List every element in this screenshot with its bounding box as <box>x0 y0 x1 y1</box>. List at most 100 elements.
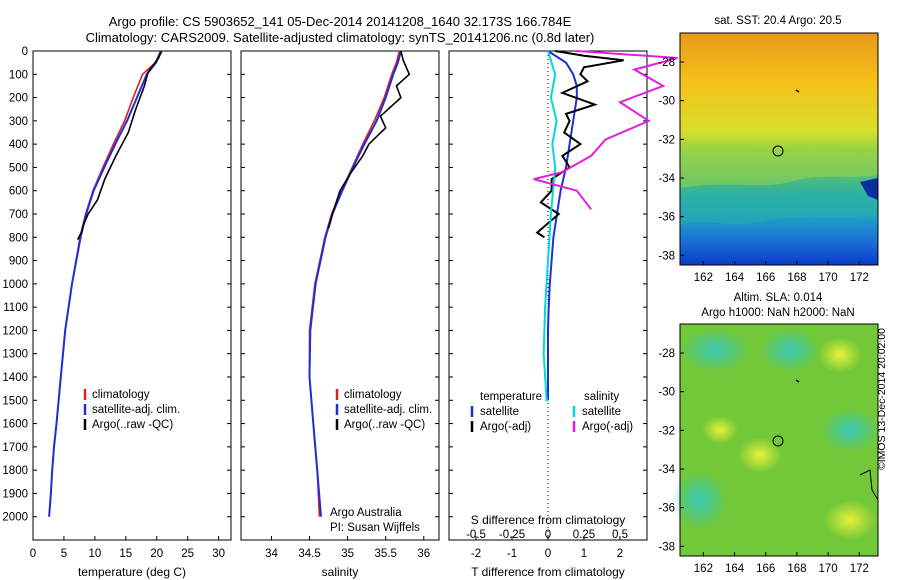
argo-australia-label: Argo Australia <box>330 507 402 519</box>
legend-label: climatology <box>92 389 150 401</box>
temperature-xlabel: temperature (deg C) <box>78 565 186 579</box>
sst-map-title: sat. SST: 20.4 Argo: 20.5 <box>714 15 841 27</box>
y-tick-label: 1600 <box>2 419 28 431</box>
map-x-tick-label: 170 <box>819 272 838 284</box>
x-tick-label: 34 <box>265 548 278 560</box>
x-tick-label: 30 <box>212 548 225 560</box>
salinity-plot-frame <box>240 50 440 541</box>
series-line-1 <box>308 50 402 517</box>
map-x-tick-label: 166 <box>756 272 775 284</box>
x-tick-label: 15 <box>119 548 132 560</box>
coastline-sla <box>859 469 879 501</box>
figure-title-line1: Argo profile: CS 5903652_141 05-Dec-2014… <box>109 14 572 29</box>
map-x-tick-label: 164 <box>725 563 745 575</box>
map-y-tick-label: -30 <box>658 96 675 108</box>
x2-tick-label: -0.25 <box>499 529 525 541</box>
map-x-tick-label: 170 <box>819 563 838 575</box>
s-difference-xlabel: S difference from climatology <box>471 513 626 527</box>
island-mark-sst <box>795 89 800 93</box>
map-x-tick-label: 168 <box>787 272 806 284</box>
figure-title-line2: Climatology: CARS2009. Satellite-adjuste… <box>86 30 595 45</box>
legend-label: Argo(..raw -QC) <box>92 419 173 431</box>
argo-position-marker-sla <box>772 435 784 447</box>
y-tick-label: 1400 <box>2 372 28 384</box>
island-mark-sla <box>795 379 800 383</box>
map-y-tick-label: -38 <box>658 541 675 553</box>
legend-label: Argo(-adj) <box>480 421 531 433</box>
map-x-tick-label: 162 <box>694 563 713 575</box>
x2-tick-label: -0.5 <box>466 529 486 541</box>
series-line-2 <box>327 50 411 229</box>
map-y-tick-label: -34 <box>658 173 675 185</box>
y-tick-label: 200 <box>9 93 28 105</box>
sla-map-panel: Altim. SLA: 0.014 Argo h1000: NaN h2000:… <box>658 292 880 575</box>
x-tick-label: 35 <box>341 548 354 560</box>
salinity-panel: 34 34.5 35 35.5 36 climatology satellite-adj.… <box>240 50 440 579</box>
sst-map-panel: sat. SST: 20.4 Argo: 20.5 162 164 166 168 17… <box>658 15 879 284</box>
y-tick-label: 1900 <box>2 488 28 500</box>
map-x-tick-label: 168 <box>787 563 806 575</box>
sst-map-frame <box>679 32 879 266</box>
y-tick-label: 1200 <box>2 325 28 337</box>
x-tick-label: -2 <box>471 548 481 560</box>
map-y-tick-label: -30 <box>658 387 675 399</box>
legend-label: salinity <box>584 391 619 403</box>
x-tick-label: 20 <box>150 548 163 560</box>
x2-tick-label: 0.25 <box>573 529 595 541</box>
sla-map-title2: Argo h1000: NaN h2000: NaN <box>701 307 854 319</box>
argo-position-marker-sst <box>772 145 784 157</box>
sla-map-frame <box>679 323 879 557</box>
t-difference-xlabel: T difference from climatology <box>471 565 625 579</box>
y-tick-label: 700 <box>9 209 28 221</box>
legend-label: climatology <box>344 389 402 401</box>
map-x-tick-label: 164 <box>725 272 745 284</box>
salinity-xlabel: salinity <box>322 565 359 579</box>
x-tick-label: 0 <box>545 548 551 560</box>
map-x-tick-label: 172 <box>850 272 869 284</box>
y-tick-label: 400 <box>9 139 28 151</box>
pi-label: PI: Susan Wijffels <box>330 522 420 534</box>
y-tick-label: 1500 <box>2 395 28 407</box>
x-tick-label: 35.5 <box>374 548 396 560</box>
y-tick-label: 1800 <box>2 465 28 477</box>
y-tick-label: 1000 <box>2 279 28 291</box>
map-x-tick-label: 162 <box>694 272 713 284</box>
y-tick-label: 1300 <box>2 349 28 361</box>
map-y-tick-label: -28 <box>658 348 675 360</box>
imos-credit: ©IMOS 13-Dec-2014 20:02:00 <box>876 328 888 470</box>
legend-label: satellite <box>582 406 621 418</box>
legend-label: satellite <box>480 406 519 418</box>
y-tick-label: 100 <box>9 69 28 81</box>
y-tick-label: 300 <box>9 116 28 128</box>
difference-panel: -2 -1 0 1 2 -0.5 -0.25 0 0.25 0.5 temperature sate… <box>448 50 678 579</box>
y-tick-label: 900 <box>9 256 28 268</box>
temperature-panel: 0 5 10 15 20 25 300100200300400500600700800900… <box>2 46 232 579</box>
map-y-tick-label: -36 <box>658 212 675 224</box>
x-tick-label: 10 <box>88 548 101 560</box>
x-tick-label: 25 <box>181 548 194 560</box>
series-line-2 <box>76 50 163 240</box>
legend-label: satellite-adj. clim. <box>92 404 180 416</box>
x-tick-label: 0 <box>30 548 36 560</box>
series-line-2 <box>542 50 558 402</box>
y-tick-label: 0 <box>22 46 28 58</box>
x-tick-label: 2 <box>617 548 623 560</box>
x-tick-label: -1 <box>507 548 517 560</box>
legend-label: Argo(..raw -QC) <box>344 419 425 431</box>
y-tick-label: 1700 <box>2 442 28 454</box>
map-x-tick-label: 166 <box>756 563 775 575</box>
series-line-3 <box>533 50 678 210</box>
x2-tick-label: 0.5 <box>612 529 628 541</box>
x-tick-label: 34.5 <box>298 548 320 560</box>
y-tick-label: 600 <box>9 186 28 198</box>
y-tick-label: 500 <box>9 162 28 174</box>
map-y-tick-label: -38 <box>658 250 675 262</box>
map-x-tick-label: 172 <box>850 563 869 575</box>
x-tick-label: 36 <box>417 548 430 560</box>
sla-map-image <box>672 324 880 556</box>
legend-label: satellite-adj. clim. <box>344 404 432 416</box>
map-y-tick-label: -32 <box>658 134 675 146</box>
series-line-0 <box>547 50 578 401</box>
temperature-plot-frame <box>32 50 232 541</box>
